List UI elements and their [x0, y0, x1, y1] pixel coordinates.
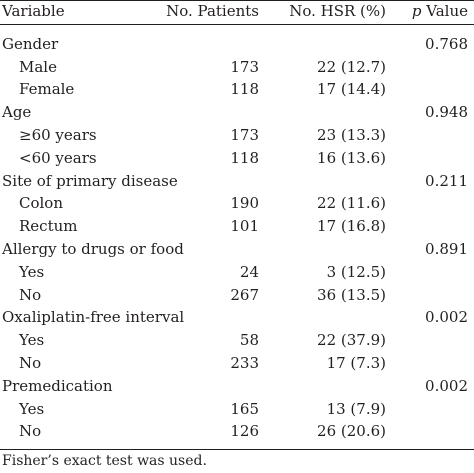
group-pvalue: 0.211 [425, 171, 468, 190]
row-patients: 126 [230, 422, 259, 441]
row-hsr: 22 (11.6) [317, 194, 386, 213]
row-patients: 101 [230, 217, 259, 236]
row-hsr: 22 (12.7) [317, 57, 386, 76]
row-label: Male [19, 57, 57, 76]
row-label: Yes [19, 399, 45, 418]
row-hsr: 22 (37.9) [317, 331, 386, 350]
row-hsr: 26 (20.6) [317, 422, 386, 441]
table-row: Female 118 17 (14.4) [0, 78, 474, 101]
row-label: No [19, 422, 42, 441]
group-row: Site of primary disease 0.211 [0, 170, 474, 193]
table-row: No 233 17 (7.3) [0, 352, 474, 375]
row-hsr: 36 (13.5) [317, 285, 386, 304]
row-label: Colon [19, 194, 63, 213]
table-row: <60 years 118 16 (13.6) [0, 147, 474, 170]
group-pvalue: 0.768 [425, 34, 468, 53]
group-row: Oxaliplatin-free interval 0.002 [0, 306, 474, 329]
bottom-rule [0, 449, 474, 450]
header-variable: Variable [2, 2, 65, 20]
group-label: Allergy to drugs or food [2, 239, 184, 258]
table-row: Yes 24 3 (12.5) [0, 261, 474, 284]
group-pvalue: 0.002 [425, 308, 468, 327]
top-rule [0, 0, 474, 1]
row-label: <60 years [19, 148, 97, 167]
group-pvalue: 0.891 [425, 239, 468, 258]
group-row: Premedication 0.002 [0, 375, 474, 398]
row-hsr: 17 (7.3) [326, 353, 386, 372]
table-row: ≥60 years 173 23 (13.3) [0, 124, 474, 147]
table-row: Male 173 22 (12.7) [0, 56, 474, 79]
row-label: No [19, 353, 42, 372]
table-row: No 126 26 (20.6) [0, 420, 474, 443]
footnote: Fisher’s exact test was used. [2, 453, 207, 469]
group-row: Allergy to drugs or food 0.891 [0, 238, 474, 261]
group-label: Age [2, 103, 32, 122]
row-patients: 190 [230, 194, 259, 213]
header-pvalue-p: p [411, 2, 422, 20]
header-row: Variable No. Patients No. HSR (%) p Valu… [0, 0, 474, 23]
group-pvalue: 0.948 [425, 103, 468, 122]
row-hsr: 17 (14.4) [317, 80, 386, 99]
data-table: Variable No. Patients No. HSR (%) p Valu… [0, 0, 474, 443]
table-row: Yes 58 22 (37.9) [0, 329, 474, 352]
group-pvalue: 0.002 [425, 376, 468, 395]
table-row: Rectum 101 17 (16.8) [0, 215, 474, 238]
row-patients: 118 [230, 148, 259, 167]
row-label: Rectum [19, 217, 78, 236]
header-pvalue: p Value [412, 0, 468, 23]
row-label: ≥60 years [19, 125, 97, 144]
row-patients: 165 [230, 399, 259, 418]
row-hsr: 23 (13.3) [317, 125, 386, 144]
table-row: Colon 190 22 (11.6) [0, 192, 474, 215]
group-row: Gender 0.768 [0, 33, 474, 56]
row-patients: 173 [230, 57, 259, 76]
group-label: Site of primary disease [2, 171, 178, 190]
header-pvalue-rest: Value [421, 2, 468, 20]
row-patients: 267 [230, 285, 259, 304]
group-label: Gender [2, 34, 59, 53]
group-row: Age 0.948 [0, 101, 474, 124]
header-rule [0, 23, 474, 25]
row-patients: 118 [230, 80, 259, 99]
row-hsr: 3 (12.5) [326, 262, 386, 281]
row-label: Female [19, 80, 75, 99]
row-hsr: 16 (13.6) [317, 148, 386, 167]
row-patients: 233 [230, 353, 259, 372]
row-patients: 58 [239, 331, 259, 350]
row-patients: 173 [230, 125, 259, 144]
group-label: Premedication [2, 376, 113, 395]
header-hsr: No. HSR (%) [289, 2, 386, 20]
row-label: Yes [19, 262, 45, 281]
group-label: Oxaliplatin-free interval [2, 308, 185, 327]
table-row: No 267 36 (13.5) [0, 284, 474, 307]
row-patients: 24 [239, 262, 259, 281]
row-hsr: 17 (16.8) [317, 217, 386, 236]
header-patients: No. Patients [166, 2, 259, 20]
row-label: No [19, 285, 42, 304]
row-label: Yes [19, 331, 45, 350]
table-body: Gender 0.768 Male 173 22 (12.7) Female 118 17 (… [0, 23, 474, 443]
table-row: Yes 165 13 (7.9) [0, 398, 474, 421]
row-hsr: 13 (7.9) [326, 399, 386, 418]
